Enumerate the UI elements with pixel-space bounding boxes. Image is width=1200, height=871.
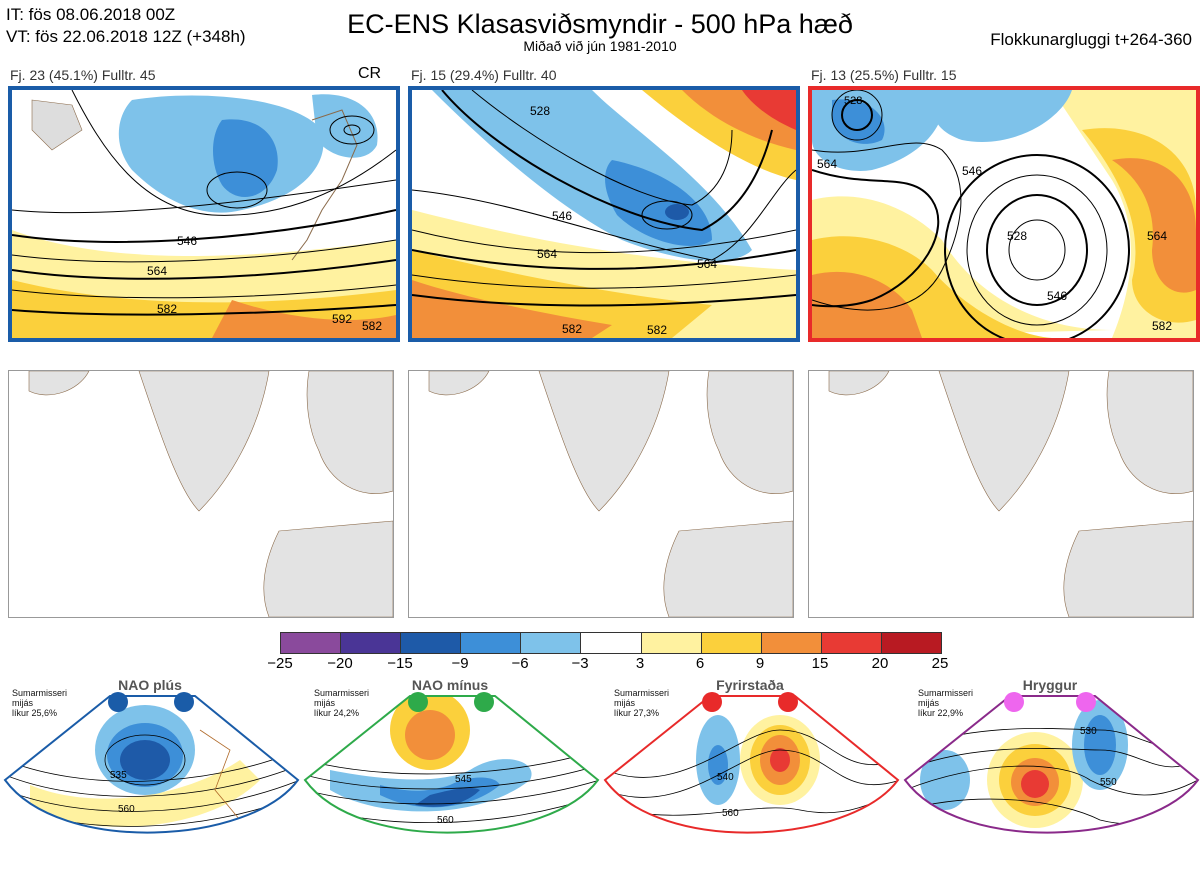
- valid-time: VT: fös 22.06.2018 12Z (+348h): [6, 27, 246, 46]
- contour-label: 535: [110, 770, 127, 781]
- regime-2-title: NAO mínus: [411, 677, 489, 693]
- regime-3-map: 540 560 575: [605, 696, 898, 843]
- colorbar-tick-label: −6: [511, 655, 529, 672]
- colorbar-tick-label: 6: [695, 655, 705, 672]
- contour-label: 560: [118, 804, 135, 815]
- contour-label: 575: [737, 832, 754, 843]
- issue-time: IT: fös 08.06.2018 00Z: [6, 5, 176, 24]
- regime-4-info: Sumarmisseri mijás líkur 22,9%: [918, 688, 974, 718]
- contour-label: 564: [1147, 229, 1167, 243]
- regime-4-title: Hryggur: [1022, 677, 1078, 693]
- page-subtitle: Miðað við jún 1981-2010: [523, 38, 677, 54]
- regime-1-title: NAO plús: [118, 677, 182, 693]
- colorbar-segment: [761, 633, 822, 653]
- contour-label: 575: [1093, 837, 1110, 848]
- contour-label: 575: [447, 850, 464, 861]
- colorbar-tick-label: −25: [267, 655, 293, 672]
- regime-2-dot: [408, 692, 428, 712]
- regime-3-title: Fyrirstaða: [716, 677, 784, 693]
- regime-1-dot: [108, 692, 128, 712]
- contour-label: 545: [455, 774, 472, 785]
- colorbar: [280, 632, 942, 654]
- colorbar-tick-label: −20: [327, 655, 353, 672]
- contour-label: 528: [844, 95, 862, 107]
- colorbar-segment: [281, 633, 342, 653]
- colorbar-tick-label: −3: [571, 655, 589, 672]
- colorbar-tick-label: −9: [451, 655, 469, 672]
- contour-label: 560: [722, 808, 739, 819]
- cluster-map-1: 546 564 582 592 582: [8, 86, 400, 342]
- regime-4-dot: [1076, 692, 1096, 712]
- regime-2-map: 545 560 575: [305, 696, 598, 861]
- cluster-map-2: 528 546 564 564 582 582: [408, 86, 800, 342]
- regime-4-map: 530 550 575: [905, 696, 1198, 848]
- contour-label: 582: [562, 322, 582, 336]
- regime-3-dot: [778, 692, 798, 712]
- colorbar-segment: [461, 633, 522, 653]
- contour-label: 592: [332, 312, 352, 326]
- cluster-1-label: Fj. 23 (45.1%) Fulltr. 45: [10, 67, 156, 83]
- colorbar-segment: [641, 633, 702, 653]
- contour-label: 564: [147, 264, 167, 278]
- empty-map-2: [408, 370, 794, 618]
- colorbar-segment: [521, 633, 582, 653]
- cluster-3-label: Fj. 13 (25.5%) Fulltr. 15: [811, 67, 957, 83]
- contour-label: 540: [717, 772, 734, 783]
- colorbar-segment: [821, 633, 882, 653]
- regime-4-dot: [1004, 692, 1024, 712]
- contour-label: 564: [537, 247, 557, 261]
- colorbar-tick-label: −15: [387, 655, 413, 672]
- empty-map-3: [808, 370, 1194, 618]
- page-title: EC-ENS Klasasviðsmyndir - 500 hPa hæð: [347, 9, 853, 39]
- contour-label: 546: [177, 234, 197, 248]
- contour-label: 530: [1080, 726, 1097, 737]
- empty-map-1: [8, 370, 394, 618]
- contour-label: 582: [362, 319, 382, 333]
- contour-label: 582: [157, 302, 177, 316]
- regime-3-info: Sumarmisseri mijás líkur 27,3%: [614, 688, 670, 718]
- contour-label: 564: [697, 257, 717, 271]
- contour-label: 528: [530, 104, 550, 118]
- colorbar-tick-label: 25: [931, 655, 949, 672]
- colorbar-segment: [581, 633, 642, 653]
- contour-label: 528: [1007, 229, 1027, 243]
- colorbar-segment: [701, 633, 762, 653]
- colorbar-segment: [401, 633, 462, 653]
- contour-label: 546: [1047, 289, 1067, 303]
- regime-1-dot: [174, 692, 194, 712]
- cluster-2-label: Fj. 15 (29.4%) Fulltr. 40: [411, 67, 557, 83]
- contour-label: 546: [552, 209, 572, 223]
- contour-label: 546: [962, 164, 982, 178]
- contour-label: 560: [437, 815, 454, 826]
- regime-1-info: Sumarmisseri mijás líkur 25,6%: [12, 688, 68, 718]
- colorbar-segment: [341, 633, 402, 653]
- colorbar-segment: [881, 633, 942, 653]
- contour-label: 582: [647, 323, 667, 337]
- colorbar-tick-label: 3: [635, 655, 645, 672]
- regime-maps: 535 560 545 560 575 540: [3, 692, 1200, 861]
- colorbar-tick-label: 20: [871, 655, 889, 672]
- contour-label: 582: [1152, 319, 1172, 333]
- header-info: IT: fös 08.06.2018 00Z VT: fös 22.06.201…: [6, 4, 246, 48]
- cluster-map-3: 564 546 528 528 564 546 582: [808, 86, 1200, 342]
- contour-label: 564: [817, 157, 837, 171]
- regime-3-dot: [702, 692, 722, 712]
- colorbar-tick-label: 15: [811, 655, 829, 672]
- regime-2-info: Sumarmisseri mijás líkur 24,2%: [314, 688, 370, 718]
- regime-1-map: 535 560: [5, 696, 298, 833]
- contour-label: 550: [1100, 777, 1117, 788]
- regime-2-dot: [474, 692, 494, 712]
- cluster-1-tag: CR: [358, 65, 382, 82]
- colorbar-tick-label: 9: [755, 655, 765, 672]
- classification-window: Flokkunargluggi t+264-360: [990, 30, 1192, 49]
